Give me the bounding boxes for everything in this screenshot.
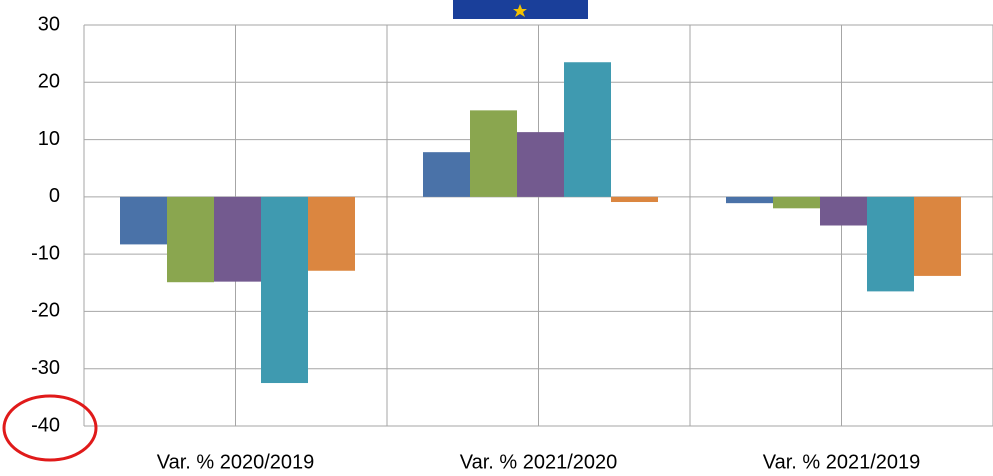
bar [611,196,658,203]
y-tick-label: 20 [38,71,60,93]
plot-area: -40 -30 -20 -10 0 10 20 30 Var. % 2020/2019 Var. … [31,13,993,473]
x-tick-label: Var. % 2020/2019 [157,451,315,473]
y-tick-label: -30 [31,357,60,379]
bar [120,196,167,245]
y-tick-label: -10 [31,242,60,264]
y-tick-label: -40 [31,414,60,436]
y-tick-label: 30 [38,13,60,35]
bar [517,132,564,197]
bar [423,152,470,197]
bar [820,196,867,226]
x-tick-label: Var. % 2021/2019 [763,451,921,473]
highlight-circle [2,394,98,462]
x-tick-label: Var. % 2021/2020 [460,451,618,473]
bar [726,196,773,204]
bar [914,196,961,276]
bar [167,196,214,283]
y-tick-label: -20 [31,300,60,322]
bar [214,196,261,282]
bar [261,196,308,384]
bar [470,110,517,197]
bar [867,196,914,292]
y-tick-label: 0 [49,185,60,207]
flag-star [513,4,527,17]
bar [773,196,820,209]
y-tick-label: 10 [38,128,60,150]
bar [564,62,611,197]
bar [308,196,355,271]
